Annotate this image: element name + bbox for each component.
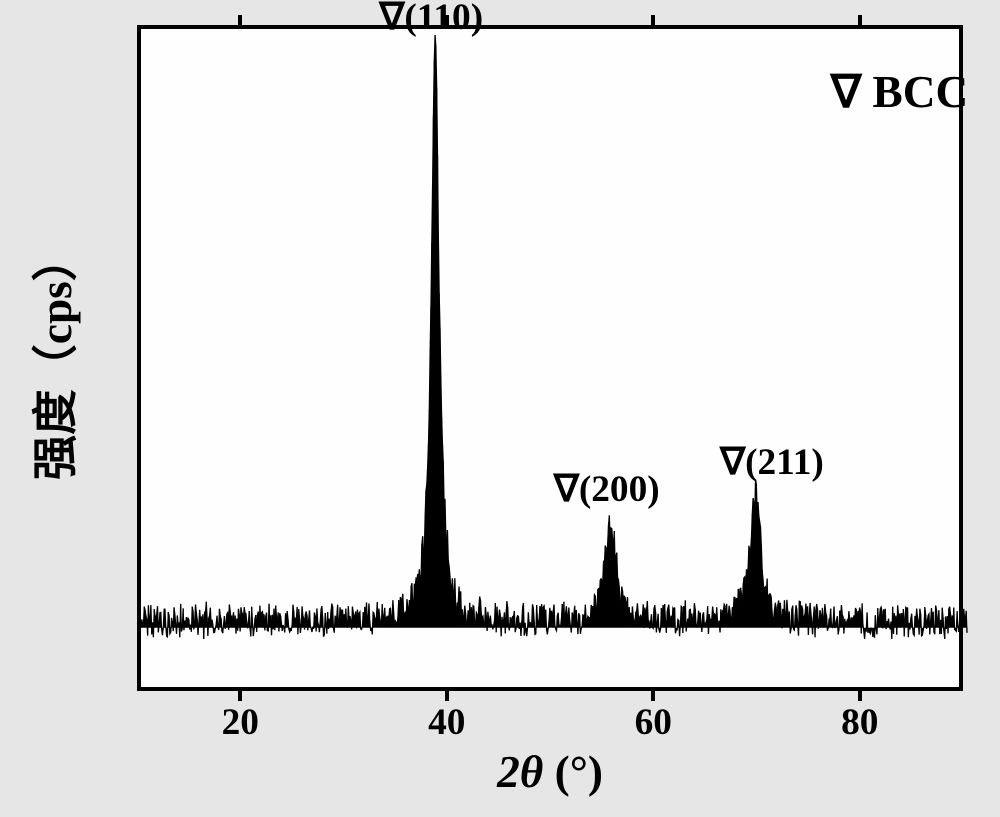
xtick-label: 80	[841, 701, 878, 744]
xlabel-prefix: 2	[497, 747, 520, 797]
xrd-envelope-path	[141, 35, 967, 639]
peak-label: ∇(211)	[720, 439, 824, 484]
legend-bcc: ∇ BCC	[831, 65, 968, 118]
xtick-label: 60	[635, 701, 672, 744]
xtick-mark-top	[445, 15, 449, 25]
xlabel-theta: θ	[520, 747, 544, 797]
xtick-mark-bottom	[445, 691, 449, 701]
xtick-label: 20	[222, 701, 259, 744]
xtick-mark-bottom	[238, 691, 242, 701]
peak-label: ∇(110)	[379, 0, 483, 39]
xrd-trace	[141, 29, 967, 695]
x-axis-label: 2θ (°)	[497, 746, 603, 798]
xtick-mark-top	[238, 15, 242, 25]
xtick-mark-bottom	[858, 691, 862, 701]
xrd-figure: 强度（cps） 2θ (°) ∇ BCC ∇(110)∇(200)∇(211) …	[0, 0, 1000, 817]
plot-frame	[137, 25, 963, 691]
xtick-label: 40	[428, 701, 465, 744]
xtick-mark-top	[651, 15, 655, 25]
peak-label: ∇(200)	[554, 466, 660, 511]
xrd-line-path	[141, 35, 967, 639]
xtick-mark-top	[858, 15, 862, 25]
y-axis-label: 强度（cps）	[19, 236, 85, 480]
legend-symbol: ∇	[831, 67, 861, 117]
xtick-mark-bottom	[651, 691, 655, 701]
xlabel-suffix: (°)	[543, 747, 603, 797]
legend-text: BCC	[873, 67, 969, 117]
